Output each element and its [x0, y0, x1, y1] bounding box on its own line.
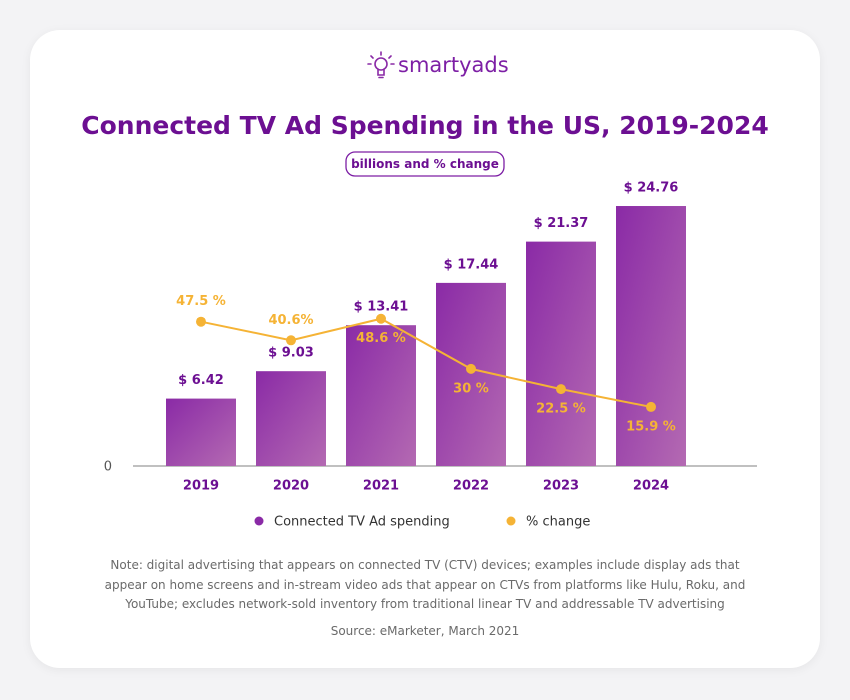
- line-value-label: 48.6 %: [356, 331, 406, 346]
- bar-value-label: $ 9.03: [268, 346, 314, 361]
- legend-marker: [506, 516, 516, 526]
- x-tick-label: 2022: [453, 479, 489, 494]
- line-value-label: 22.5 %: [536, 402, 586, 417]
- line-point: [376, 313, 386, 324]
- bar: [526, 241, 596, 466]
- subtitle: billions and % change: [351, 157, 499, 171]
- x-tick-label: 2019: [183, 479, 219, 494]
- bar-value-label: $ 24.76: [624, 181, 679, 196]
- bar: [346, 325, 416, 466]
- line: [200, 317, 652, 408]
- line-point: [556, 384, 566, 395]
- source: Source: eMarketer, March 2021: [330, 624, 520, 638]
- line-point: [646, 401, 656, 412]
- line-value-label: 30 %: [453, 381, 489, 396]
- x-tick-label: 2024: [633, 479, 669, 494]
- x-tick-label: 2023: [543, 479, 579, 494]
- note: Note: digital advertising that appears o…: [104, 558, 746, 611]
- line-value-label: 40.6%: [268, 313, 313, 328]
- chart-title: Connected TV Ad Spending in the US, 2019…: [81, 111, 769, 140]
- bar-value-label: $ 17.44: [444, 257, 499, 272]
- bar: [616, 206, 686, 466]
- bar: [166, 398, 236, 466]
- x-tick-label: 2021: [363, 479, 399, 494]
- bar: [256, 371, 326, 466]
- logo: smartyads: [398, 53, 509, 77]
- legend-label: Connected TV Ad spending: [274, 515, 450, 530]
- logo-icon: [367, 51, 395, 79]
- line-value-label: 47.5 %: [176, 294, 226, 309]
- bar-value-label: $ 6.42: [178, 373, 224, 388]
- legend-marker: [254, 516, 264, 526]
- subtitle-pill: [345, 151, 505, 177]
- card: [30, 30, 820, 668]
- bar-value-label: $ 13.41: [354, 300, 409, 315]
- line-point: [466, 363, 476, 374]
- line-point: [286, 335, 296, 346]
- y-tick-label: 0: [104, 460, 112, 475]
- bar-value-label: $ 21.37: [534, 216, 589, 231]
- x-tick-label: 2020: [273, 479, 309, 494]
- line-value-label: 15.9 %: [626, 419, 676, 434]
- line-point: [196, 316, 206, 327]
- legend-label: % change: [526, 515, 590, 530]
